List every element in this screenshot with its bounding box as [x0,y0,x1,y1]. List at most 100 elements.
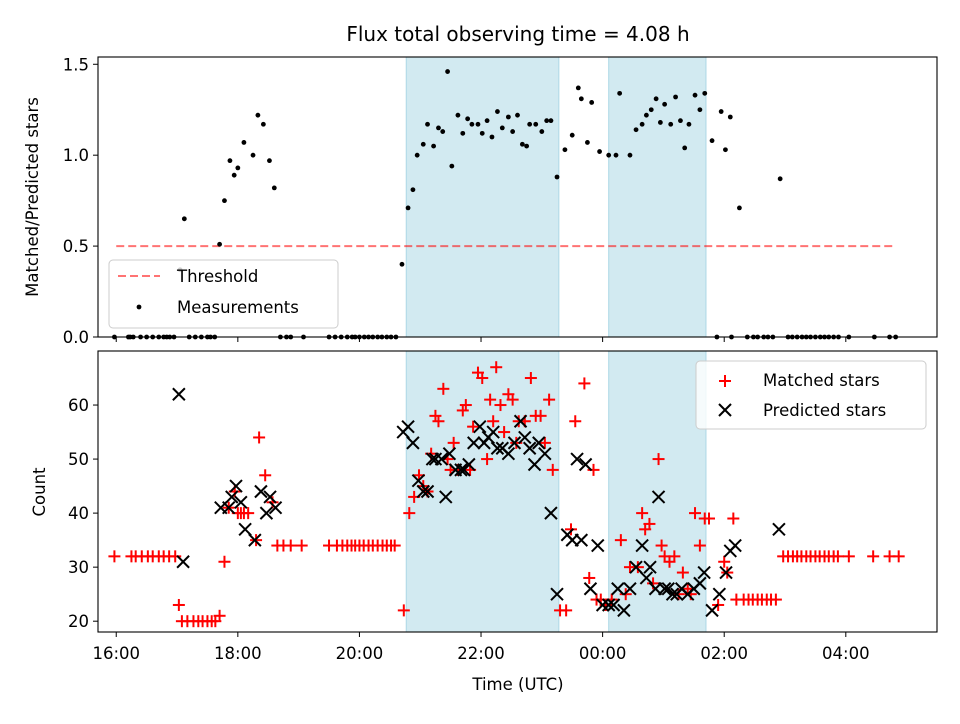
measurement-point [653,96,659,102]
predicted-star-point [601,598,616,612]
predicted-star-point [611,582,625,596]
matched-star-point [432,415,445,428]
predicted-star-point [693,576,707,591]
matched-star-point [892,550,905,563]
x-tick-label: 00:00 [579,644,627,663]
measurement-point [597,149,602,154]
predicted-star-point [623,582,637,596]
matched-star-point [284,539,297,552]
measurement-point [399,261,405,267]
matched-star-point [655,539,668,552]
matched-star-point [543,393,556,406]
predicted-star-point [635,538,649,553]
measurement-point [657,120,663,125]
predicted-star-point [507,436,522,450]
ratio-legend: Threshold Measurements [108,259,339,329]
matched-star-point [631,561,644,574]
predicted-star-point [574,533,589,547]
counts-legend: Matched stars Predicted stars [695,360,927,430]
predicted-star-point [527,457,542,472]
x-tick-label: 02:00 [700,644,748,663]
matched-star-point [388,539,401,552]
observing-window-0 [405,56,560,338]
predicted-star-point [434,452,449,466]
matched-star-point [842,550,855,563]
measurement-point [495,109,500,114]
predicted-star-point [518,430,532,445]
matched-star-point [703,512,716,525]
matched-star-point [614,534,627,547]
measurement-point [455,112,461,118]
matched-star-point [718,555,731,568]
predicted-star-point [234,495,248,510]
measurement-point [668,121,674,127]
predicted-star-point [617,603,631,618]
matched-star-point [108,550,121,563]
matched-star-point [218,555,231,568]
predicted-star-point [570,452,584,466]
measurement-point [648,107,654,113]
matched-star-point [727,512,740,525]
ratio-y-axis-label: Matched/Predicted stars [23,97,42,297]
measurement-point [527,121,533,127]
counts-axes: 20 30 40 50 60 16:00 18:00 20:00 22:00 00:00 02:0… [30,350,938,694]
counts-axes-frame [97,350,938,633]
measurement-point [723,147,728,153]
predicted-star-point [229,479,243,493]
matched-star-point [636,507,649,520]
measurement-point [479,130,485,136]
counts-y-tick-label: 30 [68,558,89,577]
measurement-point [489,134,495,140]
measurement-point [627,152,633,158]
measurement-point [682,145,688,151]
predicted-star-point [486,425,500,439]
matched-star-point [498,426,511,439]
predicted-star-point [657,582,672,596]
predicted-star-point [639,571,654,585]
measurement-point [181,216,187,222]
matched-star-point [831,550,844,563]
measurement-point [662,101,668,107]
measurement-point [678,118,683,124]
matched-star-point [546,463,559,476]
predicted-star-point [513,414,528,428]
predicted-star-point [595,598,610,612]
measurement-point [241,140,247,145]
matched-star-point [506,393,519,406]
x-tick-label: 18:00 [214,644,262,663]
ratio-y-tick-label: 0.0 [63,328,89,347]
measurement-point [425,121,430,127]
ratio-y-tick-label: 1.0 [63,146,89,165]
matched-star-point [867,550,880,563]
measurement-point [617,90,623,96]
predicted-star-point [411,473,426,488]
threshold-legend-label: Threshold [176,267,258,286]
measurement-point [505,114,511,120]
matched-star-point [437,382,450,395]
predicted-star-point [591,538,605,553]
predicted-star-point [259,506,274,520]
predicted-star-point [420,484,435,499]
predicted-star-point [428,452,443,466]
measurement-point [718,109,724,114]
measurement-point [519,141,525,147]
measurement-point [405,205,411,211]
measurement-point [260,121,266,127]
measurement-point [484,118,490,124]
predicted-star-point [248,533,262,547]
predicted-star-point [416,484,430,499]
measurement-point [420,141,426,147]
measurement-point [709,138,715,144]
measurement-point [271,185,277,191]
measurement-point [633,127,639,133]
predicted-star-point [522,441,537,455]
x-tick-label: 20:00 [336,644,384,663]
matched-star-point [487,415,500,428]
measurement-point [606,152,612,158]
measurement-point [686,121,692,127]
measurement-point [585,140,590,145]
matched-star-point [253,431,266,444]
measurement-point [727,114,733,120]
predicted-star-point [532,436,546,450]
